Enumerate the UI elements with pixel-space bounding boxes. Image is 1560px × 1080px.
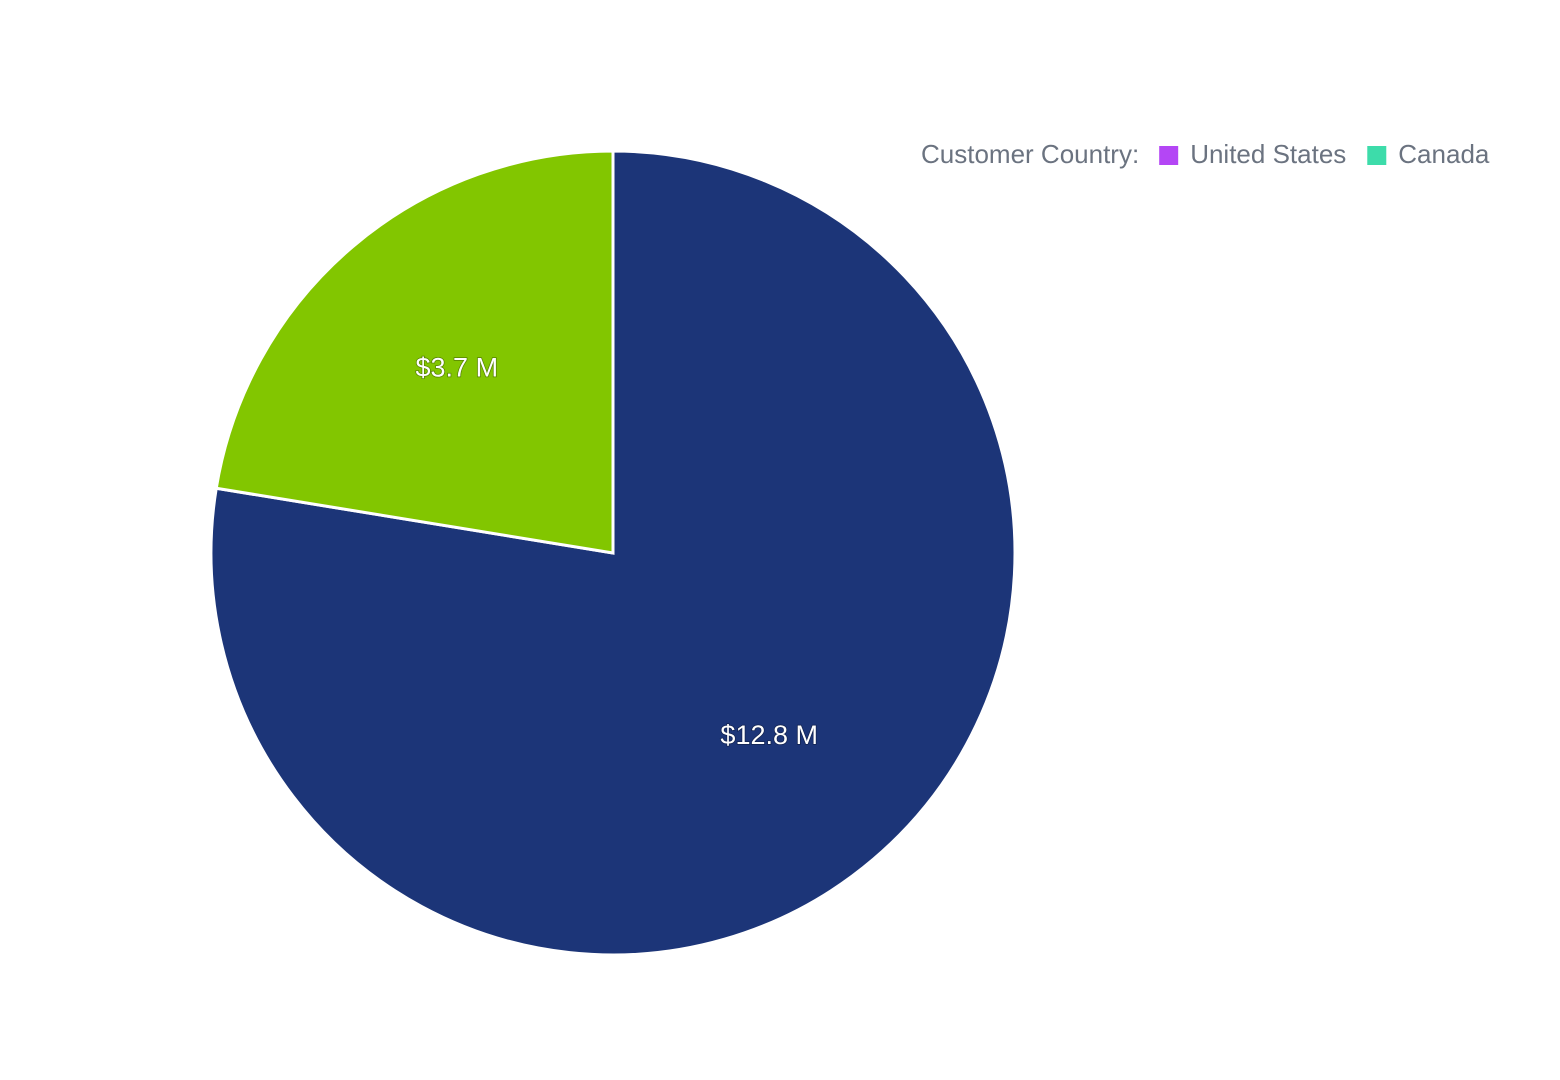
legend-label: Canada (1398, 139, 1490, 169)
legend-swatch (1159, 146, 1179, 165)
legend-label: United States (1190, 139, 1346, 169)
legend-swatch (1367, 146, 1387, 165)
pie-slice (214, 149, 615, 555)
legend-title: Customer Country: (921, 139, 1139, 169)
value-label: $12.8 M (720, 720, 818, 750)
value-label: $3.7 M (416, 352, 499, 382)
